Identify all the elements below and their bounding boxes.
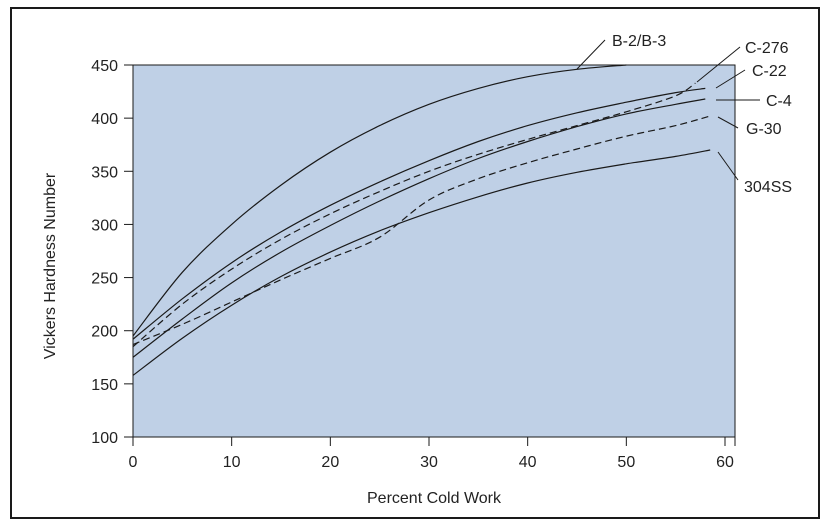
x-tick-label: 30 [420, 454, 438, 471]
series-line-b-2-b-3 [132, 64, 627, 337]
series-line-c-4 [132, 98, 706, 358]
y-tick-label: 350 [91, 164, 118, 181]
x-tick-label: 60 [716, 454, 734, 471]
plot-area [132, 64, 736, 438]
series-label: 304SS [744, 179, 792, 196]
x-tick-label: 20 [321, 454, 339, 471]
y-tick-label: 250 [91, 271, 118, 288]
y-tick-label: 200 [91, 324, 118, 341]
x-tick-label: 50 [617, 454, 635, 471]
series-line-304ss [132, 149, 711, 376]
series-line-c-276 [132, 82, 696, 348]
series-label: G-30 [746, 121, 782, 138]
y-tick-label: 400 [91, 111, 118, 128]
series-leader-line [717, 116, 739, 129]
series-leader-line [696, 46, 741, 83]
y-tick-label: 300 [91, 217, 118, 234]
series-line-c-22 [132, 87, 706, 340]
y-axis-title: Vickers Hardness Number [42, 172, 59, 359]
series-line-g-30 [132, 115, 711, 346]
x-axis-title: Percent Cold Work [367, 490, 502, 507]
series-leader-line [576, 39, 606, 70]
x-tick-label: 40 [519, 454, 537, 471]
series-leader-line [715, 69, 746, 89]
series-label: C-22 [752, 63, 787, 80]
series-label: C-276 [745, 40, 789, 57]
y-tick-label: 450 [91, 58, 118, 75]
series-label: B-2/B-3 [612, 33, 666, 50]
y-tick-label: 100 [91, 430, 118, 447]
y-tick-label: 150 [91, 377, 118, 394]
x-tick-label: 10 [223, 454, 241, 471]
x-tick-label: 0 [129, 454, 138, 471]
series-label: C-4 [766, 93, 792, 110]
series-leader-line [717, 151, 739, 181]
